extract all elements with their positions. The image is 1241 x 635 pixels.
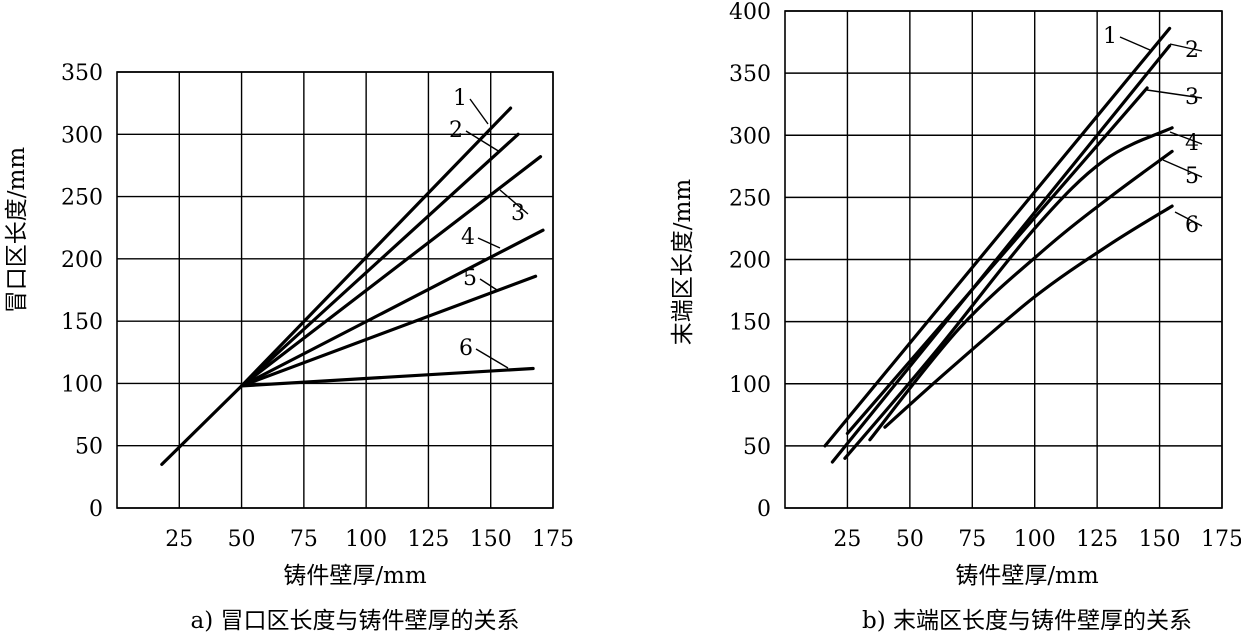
chart-b-y-tick-label: 150	[729, 311, 771, 336]
chart-b-series-line-6	[883, 204, 1174, 429]
chart-a-x-ticks: 25 50 75 100 125 150 175	[165, 527, 574, 552]
chart-a-y-tick-label: 200	[61, 248, 103, 273]
chart-b-series-label-3: 3	[1185, 85, 1199, 110]
chart-a-series-label-6: 6	[459, 336, 473, 361]
chart-a-y-tick-label: 300	[61, 123, 103, 148]
chart-b-grid	[785, 10, 1223, 509]
chart-b-leader-6	[1174, 211, 1203, 227]
chart-a-y-tick-label: 350	[61, 61, 103, 86]
chart-b-series-labels: 1 2 3 4 5 6	[1103, 24, 1199, 238]
chart-a-x-axis-title: 铸件壁厚/mm	[283, 563, 427, 589]
chart-a-series-label-1: 1	[453, 86, 467, 111]
chart-b-y-tick-label: 200	[729, 249, 771, 274]
chart-a-series-line-5	[240, 274, 538, 388]
chart-b-series-label-4: 4	[1185, 131, 1199, 156]
chart-b-x-tick-label: 175	[1201, 527, 1241, 552]
chart-b-y-tick-label: 250	[729, 186, 771, 211]
chart-b-plot-frame	[784, 10, 1223, 509]
chart-a-leader-3	[499, 189, 529, 215]
chart-b-leader-1	[1119, 36, 1151, 51]
chart-b-y-tick-label: 350	[729, 62, 771, 87]
chart-b-series-label-6: 6	[1185, 213, 1199, 238]
chart-a-series-line-2	[240, 132, 520, 388]
chart-a-caption: a) 冒口区长度与铸件壁厚的关系	[191, 608, 520, 634]
chart-a-series-line-6	[240, 366, 535, 388]
chart-a-series-label-2: 2	[449, 118, 463, 143]
chart-a-y-tick-label: 150	[61, 310, 103, 335]
chart-b-series-label-5: 5	[1185, 164, 1199, 189]
chart-b-x-tick-label: 25	[833, 527, 861, 552]
chart-panel-b: 25 50 75 100 125 150 175 050100150200250300350…	[670, 0, 1241, 634]
chart-a-x-tick-label: 175	[532, 527, 574, 552]
chart-a-leader-6	[475, 348, 509, 369]
chart-b-leader-2	[1169, 43, 1203, 52]
chart-a-series-line-3	[240, 155, 543, 388]
chart-a-label-leaders	[465, 98, 529, 369]
chart-a-series-label-3: 3	[511, 201, 525, 226]
chart-a-series-label-4: 4	[461, 225, 475, 250]
chart-b-y-axis-title: 末端区长度/mm	[670, 179, 696, 346]
chart-panel-a: 25 50 75 100 125 150 175 050100150200250300350…	[4, 61, 574, 634]
chart-b-x-axis-title: 铸件壁厚/mm	[955, 563, 1099, 589]
chart-b-leader-3	[1146, 89, 1203, 99]
chart-b-y-tick-label: 400	[729, 0, 771, 25]
chart-b-y-ticks: 0 50 100 150 200 250 300 350 400	[729, 0, 771, 522]
chart-a-y-tick-label: 50	[75, 435, 103, 460]
chart-b-series-line-4	[843, 126, 1174, 460]
chart-b-y-tick-label: 300	[729, 124, 771, 149]
chart-a-x-tick-label: 150	[470, 527, 512, 552]
chart-a-leader-2	[465, 130, 501, 153]
chart-b-series-line-3	[845, 86, 1149, 435]
chart-a-series-line-1	[160, 106, 513, 466]
chart-b-series-label-2: 2	[1185, 38, 1199, 63]
chart-a-x-tick-label: 100	[345, 527, 387, 552]
chart-b-series-line-5	[868, 149, 1174, 442]
chart-a-lines	[160, 106, 545, 466]
chart-a-y-tick-label: 100	[61, 372, 103, 397]
chart-a-x-tick-label: 75	[290, 527, 318, 552]
chart-b-x-ticks: 25 50 75 100 125 150 175	[833, 527, 1241, 552]
chart-b-leader-4	[1169, 131, 1203, 145]
chart-b-x-tick-label: 150	[1139, 527, 1181, 552]
chart-b-lines	[823, 26, 1174, 464]
chart-b-x-tick-label: 50	[896, 527, 924, 552]
chart-a-y-ticks: 0 50 100 150 200 250 300 350	[61, 61, 103, 522]
chart-b-series-label-1: 1	[1103, 24, 1117, 49]
chart-a-series-line-4	[240, 228, 545, 388]
chart-a-series-label-5: 5	[463, 266, 477, 291]
chart-b-x-tick-label: 75	[958, 527, 986, 552]
chart-b-leader-5	[1162, 159, 1203, 178]
chart-a-leader-4	[477, 237, 501, 249]
chart-a-x-tick-label: 50	[228, 527, 256, 552]
chart-b-label-leaders	[1119, 36, 1203, 227]
chart-a-leader-5	[479, 278, 498, 291]
chart-b-y-tick-label: 50	[743, 435, 771, 460]
chart-a-y-tick-label: 0	[89, 497, 103, 522]
chart-a-x-tick-label: 125	[407, 527, 449, 552]
chart-a-x-tick-label: 25	[165, 527, 193, 552]
chart-b-x-tick-label: 125	[1076, 527, 1118, 552]
chart-b-series-line-1	[823, 26, 1172, 448]
chart-b-series-line-2	[830, 44, 1172, 464]
chart-b-y-tick-label: 100	[729, 373, 771, 398]
chart-b-caption: b) 末端区长度与铸件壁厚的关系	[862, 608, 1192, 634]
chart-b-x-tick-label: 100	[1014, 527, 1056, 552]
chart-a-leader-1	[469, 98, 489, 125]
chart-a-y-axis-title: 冒口区长度/mm	[4, 147, 30, 314]
chart-a-plot-frame	[116, 71, 554, 509]
chart-a-y-tick-label: 250	[61, 186, 103, 211]
chart-a-series-labels: 1 2 3 4 5 6	[449, 86, 525, 361]
chart-b-y-tick-label: 0	[757, 497, 771, 522]
